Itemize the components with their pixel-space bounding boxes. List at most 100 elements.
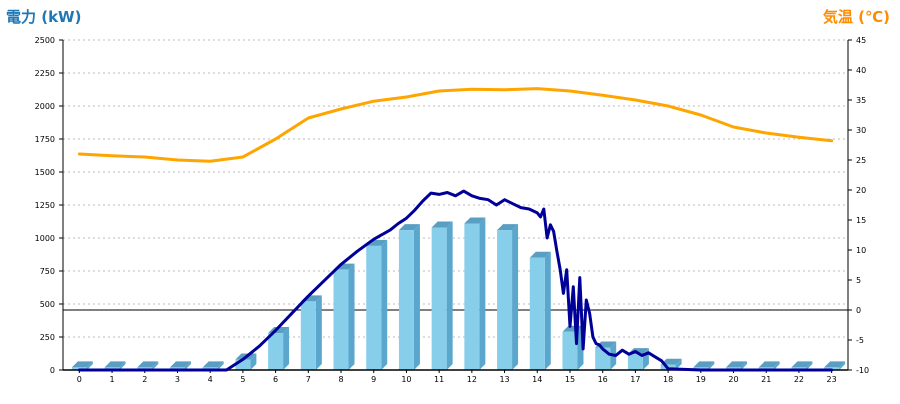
power-bar-side [184,361,191,370]
right-tick-label: 40 [856,66,866,75]
x-tick-label: 3 [175,375,180,384]
x-tick-label: 5 [240,375,245,384]
power-bar-side [446,221,453,370]
power-bar-side [119,361,126,370]
power-bar-top [824,361,846,368]
left-tick-label: 2000 [35,102,55,111]
power-bar-side [217,361,224,370]
x-tick-label: 1 [110,375,115,384]
power-bar-top [169,361,191,368]
power-bar-top [137,361,159,368]
x-tick-label: 15 [565,375,575,384]
power-bar-top [497,224,519,231]
power-bar-side [315,295,322,370]
left-tick-label: 2500 [35,36,55,45]
power-bar-top [529,251,551,258]
power-bar-side [512,224,519,370]
x-tick-label: 22 [794,375,804,384]
right-tick-label: 35 [856,96,866,105]
power-bar [235,359,251,370]
power-bar [497,230,513,370]
right-tick-label: 5 [856,276,861,285]
power-bar-side [839,361,846,370]
power-bar [562,331,578,370]
right-tick-label: -5 [856,336,864,345]
power-bar-side [250,353,257,370]
x-tick-label: 14 [532,375,542,384]
power-bar-side [806,361,813,370]
power-bar [268,333,284,370]
power-bar-side [544,251,551,370]
power-bar-top [431,221,453,228]
left-tick-label: 1500 [35,168,55,177]
power-bar [464,223,480,370]
x-tick-label: 16 [598,375,608,384]
x-tick-label: 7 [306,375,311,384]
power-bar-top [693,361,715,368]
power-bar-side [283,327,290,370]
power-bar-side [152,361,159,370]
x-tick-label: 9 [371,375,376,384]
power-bar-side [86,361,93,370]
power-bar [595,347,611,370]
power-bar-side [381,239,388,370]
x-tick-label: 17 [630,375,640,384]
power-bar-side [675,358,682,370]
power-bar-top [660,358,682,365]
left-axis-title: 電力 (kW) [6,8,82,26]
x-tick-label: 4 [208,375,213,384]
x-tick-label: 19 [696,375,706,384]
power-bar-top [758,361,780,368]
right-tick-label: 25 [856,156,866,165]
right-tick-label: 20 [856,186,866,195]
x-tick-label: 13 [499,375,509,384]
power-bar [398,230,414,370]
power-bar [300,301,316,370]
power-bar [431,227,447,370]
right-tick-label: 0 [856,306,861,315]
right-tick-label: 10 [856,246,866,255]
x-tick-label: 21 [761,375,771,384]
power-bar [366,245,382,370]
power-line [77,189,834,372]
power-bar-top [104,361,126,368]
right-tick-label: -10 [856,366,869,375]
right-tick-label: 45 [856,36,866,45]
x-tick-label: 10 [401,375,411,384]
right-axis-title: 気温 (℃) [822,8,890,26]
power-bar-side [741,361,748,370]
x-tick-label: 2 [142,375,147,384]
temperature-line [77,87,834,163]
power-bar-side [348,263,355,370]
x-tick-label: 6 [273,375,278,384]
left-tick-label: 1250 [35,201,55,210]
power-bar [627,354,643,370]
power-bar-top [71,361,93,368]
x-tick-label: 20 [728,375,738,384]
left-tick-label: 500 [40,300,55,309]
power-bar-top [791,361,813,368]
left-tick-label: 1750 [35,135,55,144]
x-tick-label: 12 [467,375,477,384]
power-bar-top [726,361,748,368]
x-tick-label: 18 [663,375,673,384]
power-bar-side [413,224,420,370]
left-tick-label: 1000 [35,234,55,243]
x-tick-label: 23 [827,375,837,384]
power-bar-side [479,217,486,370]
left-tick-label: 250 [40,333,55,342]
x-tick-label: 8 [338,375,343,384]
power-bar-side [708,361,715,370]
x-tick-label: 0 [77,375,82,384]
left-tick-label: 0 [50,366,55,375]
left-tick-label: 750 [40,267,55,276]
power-bar-side [773,361,780,370]
power-bar-top [398,224,420,231]
power-bar [529,257,545,370]
power-bar-top [202,361,224,368]
right-tick-label: 30 [856,126,866,135]
power-bar-top [464,217,486,224]
power-bar [333,269,349,370]
